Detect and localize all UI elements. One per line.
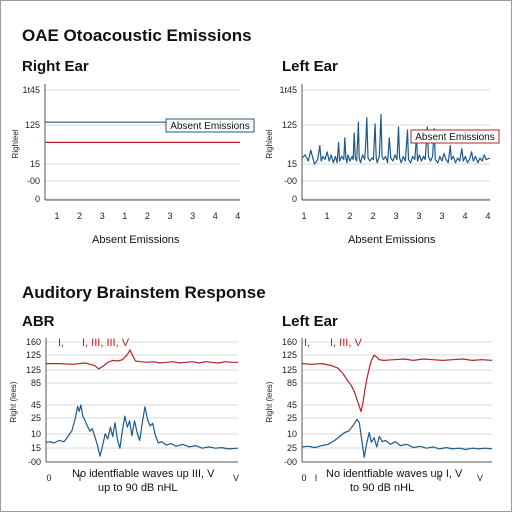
oae-left-xlabel: Absent Emissions: [348, 234, 436, 246]
abr-left-y-tick-label: 125: [282, 365, 297, 375]
oae-left-x-tick-label: 3: [416, 211, 421, 221]
abr-right-caption-1: No identfiable waves up III, V: [72, 468, 215, 480]
abr-right-y-tick-label: 160: [26, 337, 41, 347]
page-title: OAE Otoacoustic Emissions: [22, 26, 252, 45]
oae-left-x-tick-label: 4: [462, 211, 467, 221]
oae-right-legend-box: [165, 118, 255, 133]
abr-left-y-tick-label: 160: [282, 337, 297, 347]
oae-right-x-tick-label: 4: [213, 211, 218, 221]
abr-left-y-tick-label: -00: [284, 457, 297, 467]
abr-right-title: ABR: [22, 313, 55, 330]
oae-left-x-tick-label: 3: [439, 211, 444, 221]
oae-right-y-axis-label: Righleel: [11, 129, 20, 158]
abr-right-y-tick-label: 45: [31, 400, 41, 410]
abr-left-series-blue: [301, 418, 493, 458]
abr-right-series-red: [46, 349, 238, 370]
abr-right-wave-label-blue: I,: [58, 337, 64, 349]
abr-left-caption-2: to 90 dB nHL: [350, 482, 415, 494]
abr-right-y-axis-label: Right (lees): [9, 381, 18, 422]
oae-right-y-tick-label: 125: [25, 120, 40, 130]
abr-right-x-tick-label: I: [79, 473, 82, 483]
oae-right-x-tick-label: 1: [122, 211, 127, 221]
abr-right-y-tick-label: 125: [26, 350, 41, 360]
abr-left-x-tick-label: V: [477, 473, 483, 483]
oae-left-y-tick-label: 1t45: [279, 85, 297, 95]
oae-left-title: Left Ear: [282, 58, 338, 75]
abr-right-y-tick-label: 15: [31, 443, 41, 453]
oae-left-x-tick-label: 1: [301, 211, 306, 221]
abr-right-x-tick-label: V: [233, 473, 239, 483]
abr-left-y-tick-label: 125: [282, 350, 297, 360]
abr-left-wave-label-blue: I,: [304, 337, 310, 349]
oae-right-x-tick-label: 2: [77, 211, 82, 221]
abr-left-y-tick-label: 25: [287, 413, 297, 423]
abr-left-y-axis-label: Right (lees): [265, 381, 274, 422]
oae-left-x-tick-label: 2: [370, 211, 375, 221]
abr-left-y-tick-label: 10: [287, 429, 297, 439]
abr-left-caption-1: No identfiable waves up I, V: [326, 468, 463, 480]
oae-left-legend-box: [410, 129, 500, 144]
oae-left-x-tick-label: 3: [393, 211, 398, 221]
oae-right-legend-label: Absent Emissions: [170, 121, 249, 132]
oae-left-series-blue: [301, 113, 491, 165]
oae-left-y-tick-label: 125: [282, 120, 297, 130]
oae-left-y-tick-label: -00: [284, 176, 297, 186]
oae-right-x-tick-label: 3: [167, 211, 172, 221]
oae-right-x-tick-label: 3: [190, 211, 195, 221]
oae-right-y-tick-label: 0: [35, 194, 40, 204]
abr-left-wave-label-red: I, III, V: [330, 337, 362, 349]
oae-left-y-tick-label: 0: [292, 194, 297, 204]
abr-left-x-tick-label: I: [439, 473, 442, 483]
oae-right-y-tick-label: 15: [30, 159, 40, 169]
abr-left-y-tick-label: 85: [287, 378, 297, 388]
oae-right-x-tick-label: 1: [54, 211, 59, 221]
oae-left-legend-label: Absent Emissions: [415, 132, 494, 143]
oae-right-y-tick-label: 1t45: [22, 85, 40, 95]
oae-right-xlabel: Absent Emissions: [92, 234, 180, 246]
abr-left-title: Left Ear: [282, 313, 338, 330]
oae-left-x-tick-label: 1: [324, 211, 329, 221]
abr-right-y-tick-label: 125: [26, 365, 41, 375]
abr-left-y-tick-label: 25: [287, 443, 297, 453]
oae-right-x-tick-label: 2: [145, 211, 150, 221]
oae-left-x-tick-label: 4: [485, 211, 490, 221]
abr-right-series-blue: [45, 404, 239, 457]
abr-right-y-tick-label: -00: [28, 457, 41, 467]
oae-right-x-tick-label: 4: [235, 211, 240, 221]
abr-left-series-red: [301, 354, 493, 413]
oae-right-title: Right Ear: [22, 58, 89, 75]
oae-right-y-tick-label: -00: [27, 176, 40, 186]
abr-right-wave-label-red: I, III, III, V: [82, 337, 130, 349]
abr-right-y-tick-label: 25: [31, 413, 41, 423]
oae-left-y-axis-label: Righleel: [265, 129, 274, 158]
abr-right-x-tick-label: 0: [46, 473, 51, 483]
abr-right-y-tick-label: 85: [31, 378, 41, 388]
oae-left-y-tick-label: 15: [287, 159, 297, 169]
abr-section-title: Auditory Brainstem Response: [22, 283, 266, 302]
abr-right-y-tick-label: 10: [31, 429, 41, 439]
abr-left-x-tick-label: I: [315, 473, 318, 483]
oae-left-x-tick-label: 2: [347, 211, 352, 221]
abr-right-caption-2: up to 90 dB nHL: [98, 482, 178, 494]
oae-right-x-tick-label: 3: [100, 211, 105, 221]
abr-left-y-tick-label: 45: [287, 400, 297, 410]
abr-left-x-tick-label: 0: [301, 473, 306, 483]
